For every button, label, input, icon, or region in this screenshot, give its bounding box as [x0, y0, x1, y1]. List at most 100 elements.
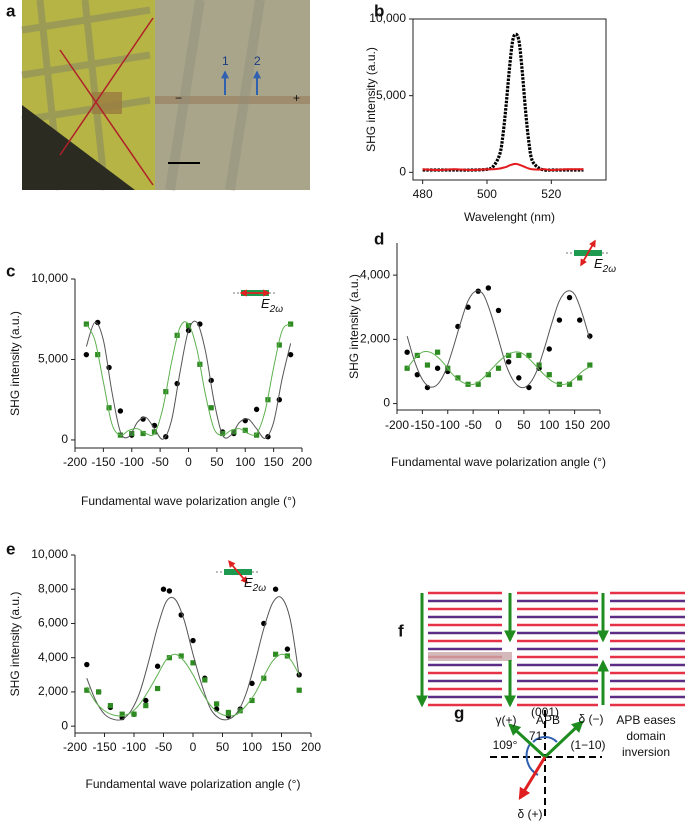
data-point: [577, 317, 583, 323]
data-point: [119, 711, 125, 717]
probe-label: 1: [222, 54, 229, 68]
field-label: E2ω: [594, 256, 616, 274]
data-point: [505, 359, 512, 365]
data-line: [406, 350, 591, 386]
data-point: [225, 709, 231, 716]
data-point: [155, 685, 161, 692]
x-tick-label: -50: [464, 418, 482, 432]
plot-frame: [412, 18, 607, 181]
field-symbol: E: [261, 296, 270, 311]
data-point: [140, 430, 146, 437]
x-tick-label: 480: [413, 187, 433, 201]
x-tick-label: 200: [301, 740, 321, 754]
probe-label: 2: [254, 54, 261, 68]
data-line: [85, 320, 292, 440]
highlight: [428, 652, 512, 661]
data-point: [185, 323, 192, 329]
data-point: [214, 701, 220, 707]
data-point: [566, 381, 573, 387]
x-tick-label: 150: [271, 740, 291, 754]
panel-label: b: [374, 1, 384, 20]
x-axis-title: Fundamental wave polarization angle (°): [81, 494, 296, 508]
data-point: [516, 352, 522, 359]
panel-label: e: [6, 539, 15, 558]
data-point: [202, 677, 208, 683]
data-point: [84, 687, 90, 693]
x-tick-label: -50: [155, 740, 173, 754]
x-tick-label: -100: [436, 418, 460, 432]
domain-diagram: APB APB eases domain inversion: [416, 591, 685, 759]
data-point: [253, 406, 260, 413]
field-symbol: E: [244, 575, 253, 590]
chart: -200 -150 -100 -50 0 50 100 150 200 0 2,000 4,000 Fu…: [347, 239, 616, 469]
data-point: [160, 586, 167, 592]
data-point: [151, 429, 158, 435]
data-point: [546, 372, 552, 378]
x-tick-label: 100: [539, 418, 559, 432]
y-tick-label: 0: [61, 718, 68, 732]
data-point: [166, 588, 173, 594]
x-tick-label: 0: [185, 455, 192, 469]
data-point: [577, 375, 583, 381]
y-axis-title: SHG intensity (a.u.): [8, 311, 22, 416]
panel-label: d: [374, 229, 384, 248]
y-tick-label: 2,000: [38, 684, 68, 698]
data-point: [495, 307, 502, 314]
y-tick-label: 0: [61, 432, 68, 446]
field-subscript: 2ω: [602, 264, 617, 275]
x-tick-label: 100: [235, 455, 255, 469]
y-tick-label: 2,000: [360, 332, 390, 346]
x-tick-label: 200: [292, 455, 312, 469]
data-point: [506, 352, 512, 359]
data-point: [475, 381, 481, 387]
data-point: [485, 285, 492, 291]
field-icon: [233, 289, 277, 297]
y-tick-label: 10,000: [31, 271, 68, 285]
x-tick-label: 50: [210, 455, 224, 469]
data-point: [249, 697, 255, 704]
panel-label: c: [6, 261, 15, 280]
data-point: [237, 708, 243, 714]
x-tick-label: 0: [495, 418, 502, 432]
x-tick-label: 100: [242, 740, 262, 754]
data-point: [526, 352, 532, 359]
field-label: E2ω: [244, 575, 266, 593]
x-tick-label: -100: [122, 740, 146, 754]
x-tick-label: -150: [91, 455, 115, 469]
field-arrow: [228, 560, 248, 584]
x-axis-title: Fundamental wave polarization angle (°): [86, 777, 301, 791]
y-tick-label: 4,000: [38, 650, 68, 664]
data-line: [86, 596, 300, 721]
x-tick-label: 520: [541, 187, 561, 201]
data-point: [96, 689, 102, 695]
data-point: [516, 375, 522, 381]
electrode-label: +: [293, 91, 300, 105]
data-point: [208, 405, 214, 411]
direction-label: δ (+): [517, 807, 542, 821]
data-point: [254, 432, 260, 438]
y-tick-label: 8,000: [38, 581, 68, 595]
x-tick-label: -100: [120, 455, 144, 469]
y-axis-title: SHG intensity (a.u.): [347, 274, 361, 379]
x-tick-label: -50: [151, 455, 169, 469]
data-point: [174, 380, 180, 387]
field-arrow: [580, 239, 596, 267]
data-point: [154, 663, 161, 669]
y-tick-label: 0: [383, 396, 390, 410]
data-point: [242, 427, 248, 433]
x-tick-label: -200: [63, 740, 87, 754]
data-point: [435, 349, 441, 355]
angle-label: 109°: [493, 738, 518, 752]
data-point: [190, 660, 196, 666]
field-symbol: E: [594, 256, 603, 271]
data-point: [296, 687, 302, 693]
chart: -200 -150 -100 -50 0 50 100 150 200 0 5,000 10,000 F…: [8, 271, 312, 508]
field-subscript: 2ω: [269, 304, 284, 315]
x-tick-label: 500: [477, 187, 497, 201]
direction-label: δ (−): [578, 712, 603, 726]
y-tick-label: 10,000: [31, 547, 68, 561]
data-point: [495, 365, 502, 371]
apb-label: APB: [536, 713, 560, 727]
y-tick-label: 5,000: [376, 88, 406, 102]
x-tick-label: -150: [410, 418, 434, 432]
